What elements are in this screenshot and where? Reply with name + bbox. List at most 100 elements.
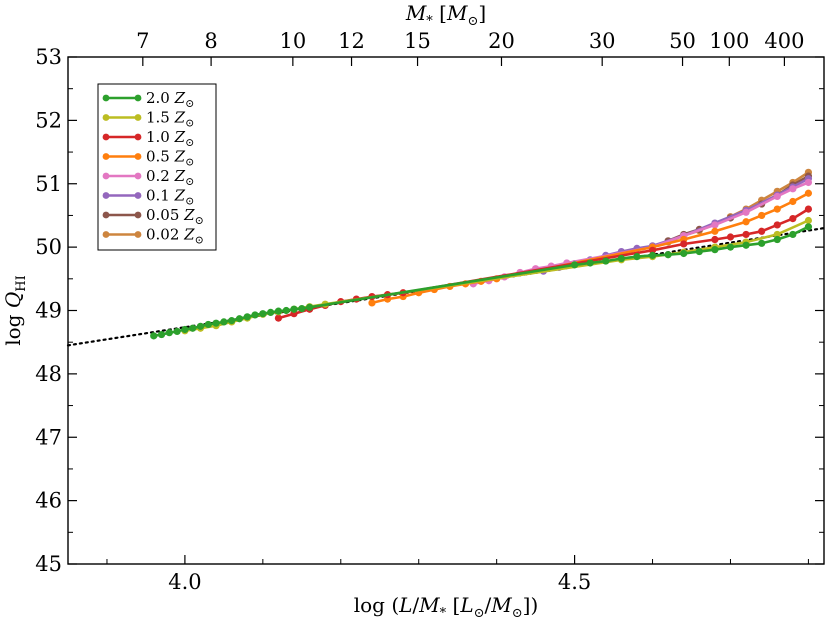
data-point [789, 185, 797, 193]
legend-swatch-marker [102, 211, 110, 219]
data-point [282, 306, 290, 315]
data-point [212, 319, 220, 327]
y-tick-label: 53 [35, 45, 62, 69]
data-point [189, 324, 197, 332]
data-point [773, 192, 781, 201]
data-point [602, 257, 610, 265]
tick-layer: 45 46 47 48 49 50 51 52 53 4.0 4.5 7 8 10 12 15 20 30 50 10… [35, 29, 824, 594]
top-tick-label: 30 [589, 29, 616, 53]
legend-swatch-marker [102, 172, 110, 180]
top-tick-label: 10 [279, 29, 306, 53]
series-layer [150, 168, 813, 340]
data-point [648, 246, 657, 254]
legend-box [97, 83, 217, 251]
y-tick-label: 52 [35, 108, 62, 132]
x-tick-label: 4.5 [558, 570, 591, 594]
data-point [804, 205, 813, 213]
data-point [165, 329, 173, 337]
data-point [711, 246, 719, 254]
y-tick-label: 50 [35, 235, 62, 259]
data-point [586, 259, 594, 267]
data-point [306, 303, 314, 311]
data-point [726, 243, 735, 251]
legend-swatch-marker [102, 192, 110, 199]
plot-frame [67, 56, 825, 565]
data-point [150, 332, 158, 340]
y-axis-label: log QHI [1, 275, 29, 346]
top-tick-label: 20 [488, 29, 515, 53]
data-point [758, 239, 766, 247]
y-tick-label: 46 [35, 489, 62, 513]
top-axis-label: M* [M⊙] [405, 1, 486, 29]
data-point [220, 318, 228, 326]
legend-swatch-marker [134, 231, 142, 238]
legend-label: 1.0 Z⊙ [146, 128, 194, 149]
top-tick-label: 100 [709, 29, 749, 53]
data-point [259, 310, 267, 318]
data-point [804, 223, 813, 231]
data-point [633, 253, 641, 261]
legend-swatch-marker [102, 114, 110, 121]
top-tick-label: 50 [669, 29, 696, 53]
y-tick-label: 45 [35, 552, 62, 576]
data-point [804, 189, 813, 197]
legend-swatch-marker [134, 114, 142, 121]
data-point [789, 215, 797, 223]
legend-swatch-marker [102, 231, 110, 238]
top-tick-label: 15 [404, 29, 431, 53]
data-point [804, 216, 813, 225]
data-point [773, 235, 781, 244]
data-point [758, 211, 766, 220]
data-point [695, 247, 703, 256]
legend-label: 0.02 Z⊙ [146, 226, 204, 247]
legend-swatch-marker [134, 133, 142, 141]
data-point [742, 230, 750, 239]
data-point [742, 218, 750, 226]
series-group [274, 205, 813, 322]
legend-swatch-marker [102, 133, 110, 141]
data-point [773, 221, 781, 229]
data-point [570, 261, 579, 269]
data-point [298, 304, 306, 313]
data-point [664, 251, 672, 259]
series-group [150, 223, 813, 340]
legend-swatch-marker [134, 211, 142, 219]
data-point [274, 314, 283, 322]
x-axis-label: log (L/M* [L⊙/M⊙]) [354, 593, 539, 621]
data-point [742, 208, 750, 216]
top-tick-label: 8 [204, 29, 217, 53]
legend-label: 0.2 Z⊙ [146, 167, 194, 188]
data-point [648, 251, 657, 259]
y-tick-label: 48 [35, 362, 62, 386]
data-point [789, 197, 797, 206]
data-point [196, 322, 205, 330]
legend-label: 0.05 Z⊙ [146, 206, 204, 227]
legend-swatch-marker [134, 153, 142, 160]
data-point [773, 230, 781, 239]
y-tick-label: 49 [35, 299, 62, 323]
data-point [789, 230, 797, 239]
top-tick-label: 7 [136, 29, 149, 53]
data-point [235, 315, 244, 323]
data-point [711, 235, 719, 244]
y-tick-label: 47 [35, 425, 62, 449]
y-tick-label: 51 [35, 172, 62, 196]
data-point [773, 205, 781, 213]
data-point [173, 327, 181, 336]
data-point [290, 305, 298, 313]
data-point [204, 320, 212, 329]
series-line [543, 177, 810, 273]
legend: 2.0 Z⊙1.5 Z⊙1.0 Z⊙0.5 Z⊙0.2 Z⊙0.1 Z⊙0.05… [97, 83, 217, 251]
legend-swatch-marker [102, 153, 110, 160]
data-point [181, 325, 189, 334]
data-point [742, 241, 750, 249]
data-point [680, 249, 688, 258]
data-point [267, 308, 275, 317]
top-tick-label: 12 [338, 29, 365, 53]
data-point [251, 311, 259, 319]
legend-label: 2.0 Z⊙ [146, 89, 194, 110]
data-point [157, 330, 166, 339]
data-point [228, 317, 236, 325]
data-point [711, 221, 719, 229]
